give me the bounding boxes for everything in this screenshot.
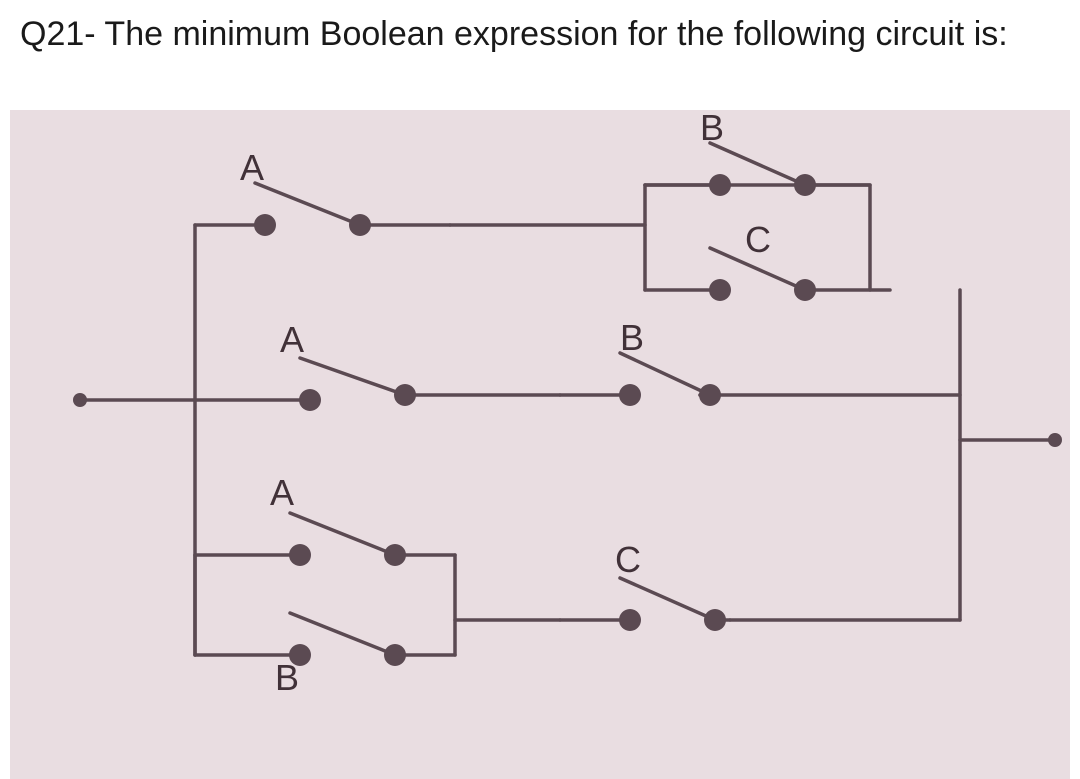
switch-C-topR-label: C [745,219,771,260]
terminal-in [73,393,87,407]
circuit-diagram: A A B A B B C C [0,110,1080,779]
question-text: Q21- The minimum Boolean expression for … [20,12,1060,58]
switch-C-bot-label: C [615,539,641,580]
terminal-out [1048,433,1062,447]
switch-A-mid-label: A [280,319,304,360]
diagram-background [10,110,1070,779]
switch-B-mid-label: B [620,317,644,358]
switch-A-bot-label: A [270,472,294,513]
switch-B-topR-label: B [700,110,724,148]
switch-A-top-label: A [240,147,264,188]
switch-B-bot-label: B [275,657,299,698]
